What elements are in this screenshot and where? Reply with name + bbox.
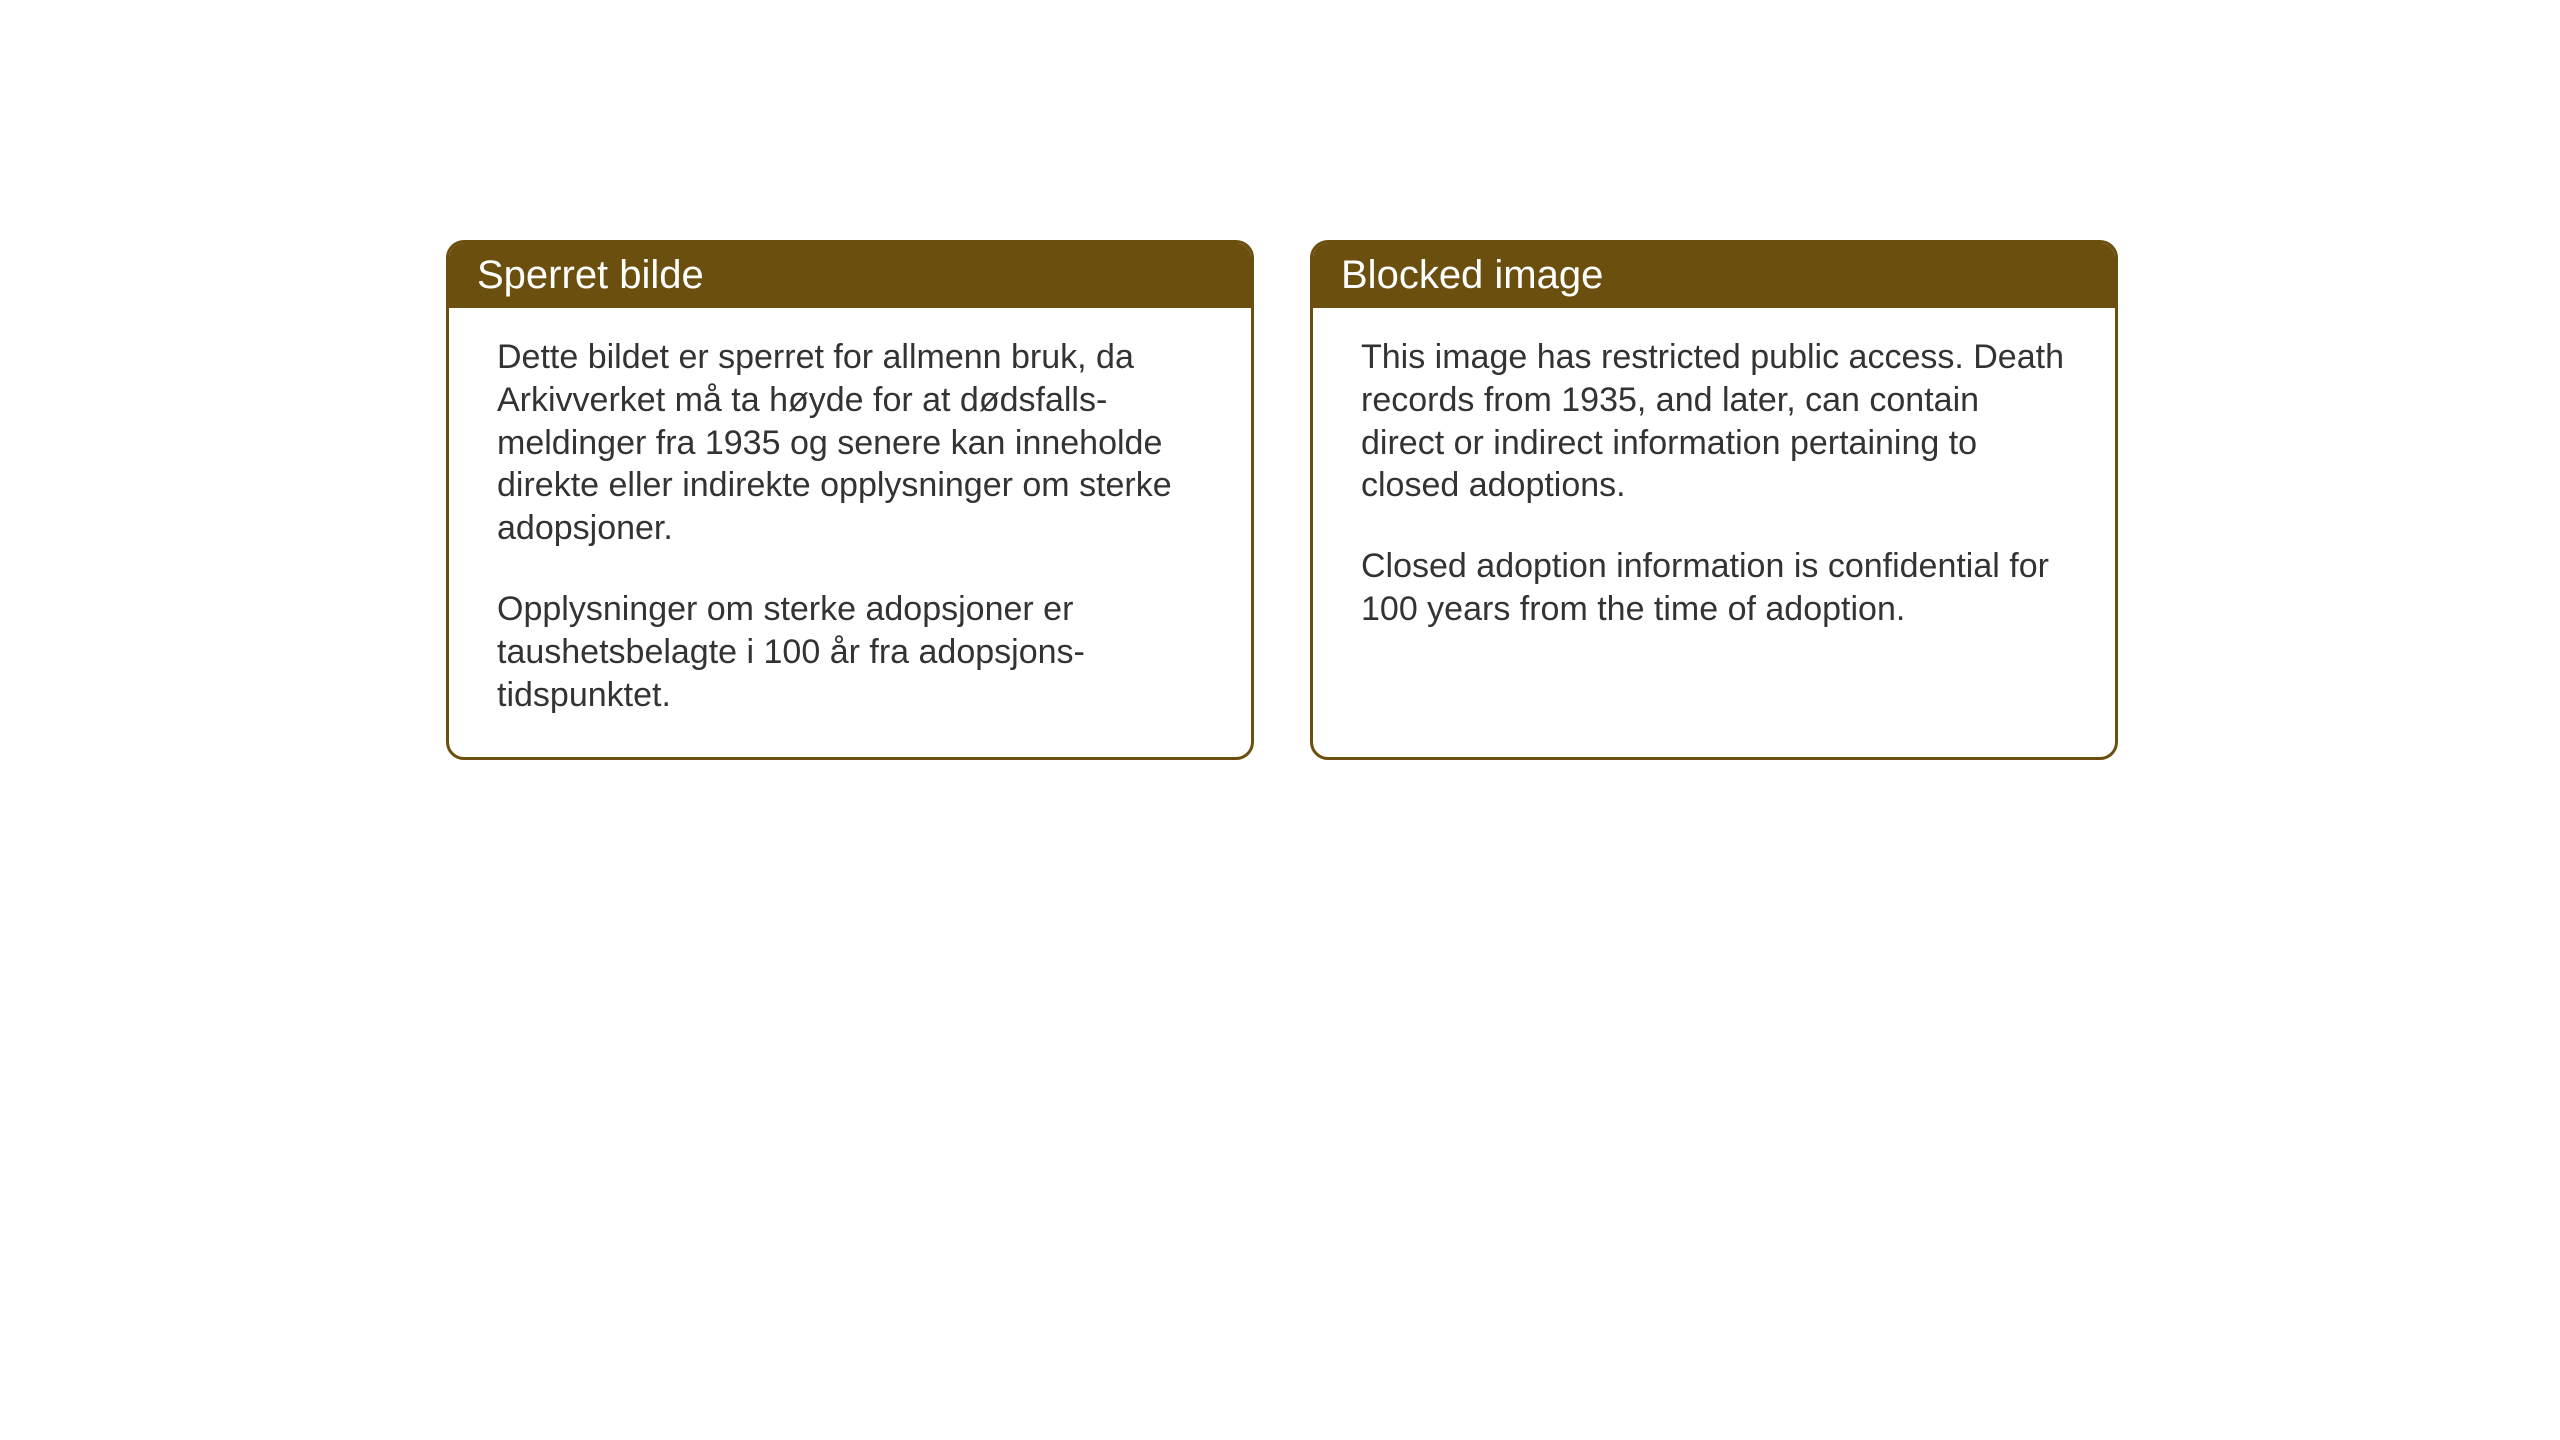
notice-paragraph-2-norwegian: Opplysninger om sterke adopsjoner er tau… xyxy=(497,588,1203,716)
notice-container: Sperret bilde Dette bildet er sperret fo… xyxy=(446,240,2118,760)
notice-paragraph-1-norwegian: Dette bildet er sperret for allmenn bruk… xyxy=(497,336,1203,550)
notice-card-norwegian: Sperret bilde Dette bildet er sperret fo… xyxy=(446,240,1254,760)
notice-title-norwegian: Sperret bilde xyxy=(477,253,704,297)
notice-paragraph-2-english: Closed adoption information is confident… xyxy=(1361,545,2067,631)
notice-body-norwegian: Dette bildet er sperret for allmenn bruk… xyxy=(449,308,1251,757)
notice-card-english: Blocked image This image has restricted … xyxy=(1310,240,2118,760)
notice-paragraph-1-english: This image has restricted public access.… xyxy=(1361,336,2067,507)
notice-title-english: Blocked image xyxy=(1341,253,1603,297)
notice-header-english: Blocked image xyxy=(1313,243,2115,308)
notice-header-norwegian: Sperret bilde xyxy=(449,243,1251,308)
notice-body-english: This image has restricted public access.… xyxy=(1313,308,2115,671)
